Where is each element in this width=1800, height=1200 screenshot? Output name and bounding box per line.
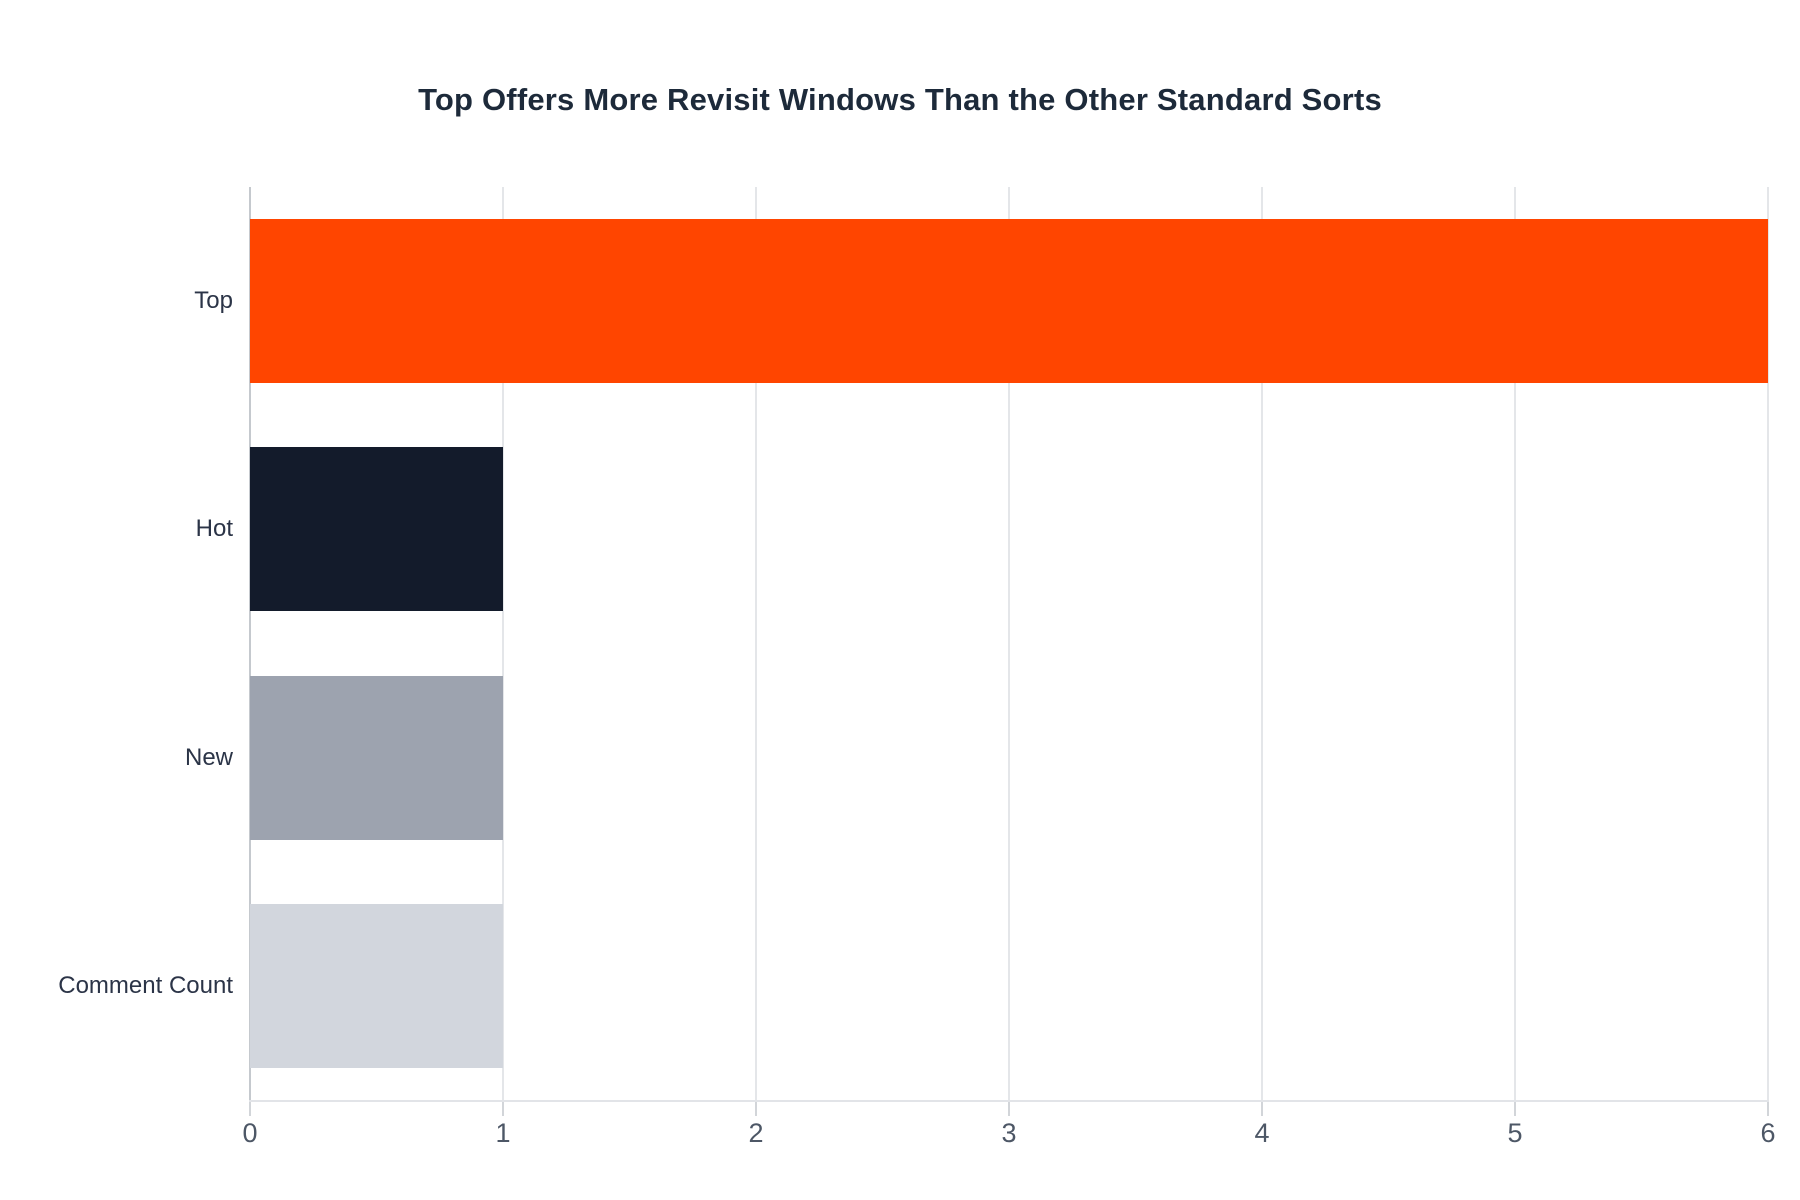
- category-label: New: [184, 743, 233, 771]
- x-tick-mark: [1514, 1100, 1516, 1116]
- bar-new: [250, 675, 503, 840]
- x-zeroline: [249, 187, 251, 1100]
- x-gridline: [1767, 187, 1769, 1100]
- x-tick-label: 5: [1507, 1118, 1523, 1148]
- x-gridline: [1261, 187, 1263, 1100]
- x-tick-mark: [1008, 1100, 1010, 1116]
- x-tick-mark: [1261, 1100, 1263, 1116]
- x-tick-label: 2: [748, 1118, 764, 1148]
- x-tick-label: 4: [1254, 1118, 1270, 1148]
- x-gridline: [502, 187, 504, 1100]
- bar-hot: [250, 447, 503, 612]
- x-tick-label: 6: [1760, 1118, 1776, 1148]
- category-label: Hot: [195, 515, 233, 543]
- chart-title: Top Offers More Revisit Windows Than the…: [418, 82, 1382, 117]
- x-tick-mark: [249, 1100, 251, 1116]
- x-tick-label: 3: [1001, 1118, 1017, 1148]
- x-tick-label: 0: [242, 1118, 258, 1148]
- x-tick-mark: [1767, 1100, 1769, 1116]
- x-tick-mark: [755, 1100, 757, 1116]
- bar-top: [250, 219, 1768, 384]
- category-label: Comment Count: [58, 971, 233, 999]
- x-gridline: [755, 187, 757, 1100]
- category-label: Top: [194, 287, 233, 315]
- bar-comment-count: [250, 903, 503, 1068]
- x-axis-line: [249, 1100, 1769, 1102]
- x-tick-label: 1: [495, 1118, 511, 1148]
- x-tick-mark: [502, 1100, 504, 1116]
- x-gridline: [1008, 187, 1010, 1100]
- x-gridline: [1514, 187, 1516, 1100]
